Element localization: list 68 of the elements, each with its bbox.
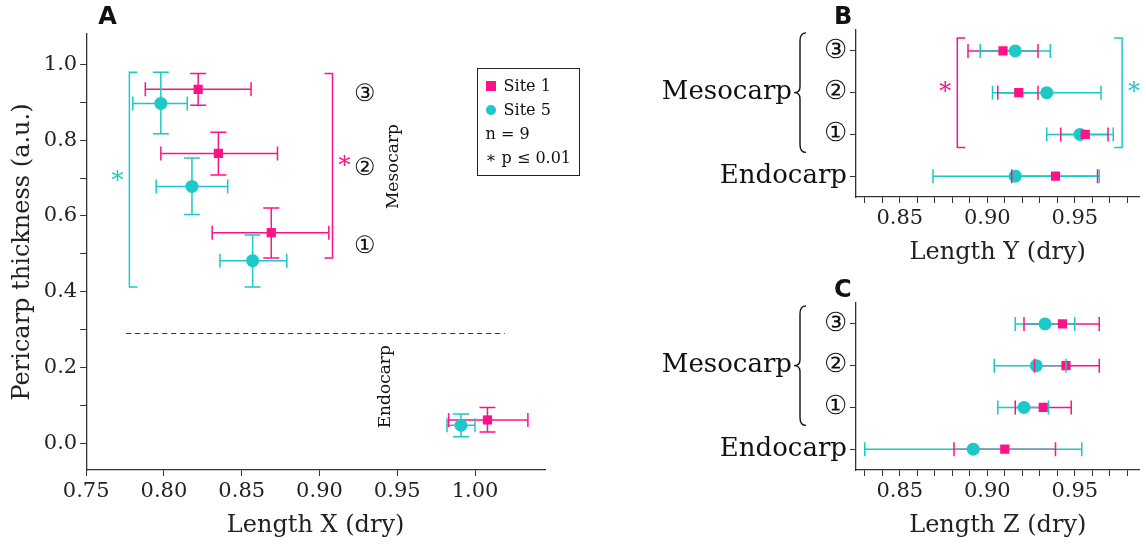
x-tick-label: 0.95 [373,478,421,503]
annotation: ② [353,152,376,181]
y-tick-label: ② [824,75,847,106]
y-tick-label: ③ [824,33,847,64]
chart-title: C [834,275,852,303]
text: Mesocarp [661,348,792,379]
y-tick-label: 0.2 [43,354,78,379]
x-tick-label: 0.85 [876,205,924,230]
annotation: * [939,76,952,105]
legend-label: Site 1 [503,75,551,97]
y-axis-title: Pericarp thickness (a.u.) [6,103,35,401]
point [213,148,223,159]
y-tick-label: ① [824,117,847,148]
point [154,96,168,110]
point [1014,88,1024,98]
x-axis-title: Length X (dry) [226,509,405,538]
x-tick-label: 0.90 [963,478,1011,503]
x-tick-label: 0.85 [218,478,266,503]
legend-label: Site 5 [503,99,551,121]
x-axis-title: Length Z (dry) [909,509,1087,538]
x-tick-label: 1.00 [451,478,499,503]
y-tick-label: 0.0 [43,429,78,454]
annotation: * [111,166,124,195]
point [1080,129,1090,139]
point [193,84,203,94]
annotation: * [338,150,351,179]
annotation: * [1128,76,1141,105]
point [998,46,1008,56]
point [482,415,493,425]
y-tick-label: ② [824,348,847,379]
y-tick-label: 0.4 [43,278,78,303]
y-tick-label: Endocarp [719,158,847,189]
y-tick-label: ① [824,390,847,421]
y-tick-label: Endocarp [719,431,847,462]
point [1000,444,1010,454]
annotation: Mesocarp [382,123,403,210]
y-tick-label: 0.8 [43,126,78,151]
point [266,228,276,238]
annotation: ① [353,230,376,259]
text: Mesocarp [661,75,792,106]
point [185,179,199,193]
x-tick-label: 0.75 [62,478,110,503]
annotation: Endocarp [374,345,395,429]
point [454,418,468,432]
annotation: ∗ p ≤ 0.01 [485,147,571,169]
x-tick-label: 0.95 [1051,478,1099,503]
point [966,442,980,456]
x-tick-label: 0.90 [963,205,1011,230]
x-axis-title: Length Y (dry) [909,236,1086,265]
chart-title: B [834,2,853,30]
annotation: ③ [353,78,376,107]
y-tick-label: ③ [824,306,847,337]
point [1050,171,1061,181]
point [1038,402,1048,412]
x-tick-label: 0.95 [1051,205,1099,230]
point [1038,317,1052,331]
y-tick-label: 0.6 [43,202,78,227]
point [1017,400,1031,414]
point [1008,44,1022,58]
annotation: n = 9 [485,123,531,145]
y-tick-label: 1.0 [43,50,78,75]
x-tick-label: 0.80 [140,478,188,503]
chart-title: A [98,2,118,30]
point [1040,86,1054,100]
x-tick-label: 0.90 [296,478,343,503]
point [1057,319,1068,329]
x-tick-label: 0.85 [876,478,924,503]
point [246,254,260,268]
